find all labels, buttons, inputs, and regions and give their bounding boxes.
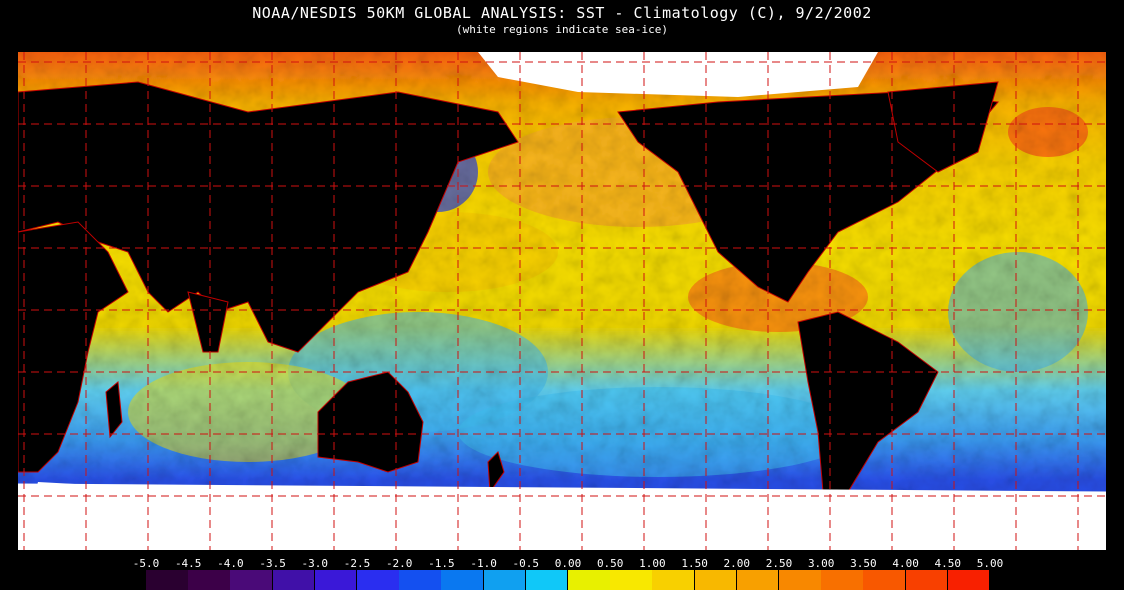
colorbar-tick-label: -3.5 — [259, 557, 286, 570]
colorbar-tick-label: -4.5 — [174, 557, 202, 570]
colorbar-swatch — [483, 570, 526, 590]
colorbar-tick-label: -1.0 — [470, 557, 497, 570]
colorbar-tick-label: 2.50 — [765, 557, 793, 570]
colorbar-swatch — [863, 570, 906, 590]
new-zealand-landmass — [487, 451, 505, 494]
greenland-landmass — [887, 81, 999, 173]
graticule-lines — [18, 52, 1106, 550]
colorbar-labels: -5.0 -4.5 -4.0 -3.5 -3.0 -2.5 -2.0 -1.5 -1.0 -0.5… — [0, 557, 1124, 570]
colorbar-tick-label: -5.0 — [132, 557, 160, 570]
colorbar-tick-label: 5.00 — [976, 557, 1004, 570]
colorbar-tick-label: 4.50 — [934, 557, 962, 570]
colorbar-swatch — [694, 570, 737, 590]
colorbar-tick-label: 1.00 — [639, 557, 666, 570]
colorbar-tick-label: 3.00 — [807, 557, 835, 570]
colorbar-swatch — [821, 570, 863, 590]
colorbar-tick-label: 0.50 — [596, 557, 624, 570]
colorbar-swatch — [314, 570, 357, 590]
colorbar-swatch — [652, 570, 695, 590]
sea-ice-layer — [18, 52, 1106, 550]
colorbar-swatch — [357, 570, 399, 590]
colorbar-tick-label: 0.00 — [554, 557, 582, 570]
colorbar-tick-label: 2.00 — [723, 557, 751, 570]
colorbar-swatch — [610, 570, 652, 590]
australia-landmass — [317, 371, 424, 473]
colorbar-tick-label: 1.50 — [681, 557, 708, 570]
colorbar-tick-label: 3.50 — [850, 557, 877, 570]
colorbar-swatch — [568, 570, 610, 590]
africa-landmass — [18, 221, 129, 473]
colorbar — [0, 570, 1124, 590]
colorbar-tick-label: -4.0 — [217, 557, 244, 570]
colorbar-swatch — [441, 570, 484, 590]
colorbar-swatch — [947, 570, 990, 590]
colorbar-swatch — [736, 570, 779, 590]
colorbar-swatch — [905, 570, 948, 590]
sst-anomaly-map — [18, 52, 1106, 550]
colorbar-tick-label: -2.0 — [385, 557, 413, 570]
colorbar-tick-label: -3.0 — [301, 557, 329, 570]
eurasia-landmass — [18, 81, 519, 353]
south-america-landmass — [797, 311, 939, 534]
colorbar-swatch — [230, 570, 273, 590]
india-landmass — [187, 291, 229, 353]
colorbar-swatch — [272, 570, 315, 590]
colorbar-swatch — [146, 570, 188, 590]
colorbar-tick-label: -0.5 — [512, 557, 540, 570]
map-subtitle: (white regions indicate sea-ice) — [456, 23, 668, 36]
colorbar-tick-label: 4.00 — [892, 557, 919, 570]
colorbar-swatch — [399, 570, 441, 590]
map-title: NOAA/NESDIS 50KM GLOBAL ANALYSIS: SST - … — [252, 4, 872, 22]
colorbar-tick-label: -1.5 — [428, 557, 455, 570]
madagascar-landmass — [105, 381, 123, 439]
colorbar-swatch — [525, 570, 568, 590]
colorbar-tick-label: -2.5 — [343, 557, 371, 570]
colorbar-swatch — [779, 570, 821, 590]
colorbar-swatch — [188, 570, 230, 590]
